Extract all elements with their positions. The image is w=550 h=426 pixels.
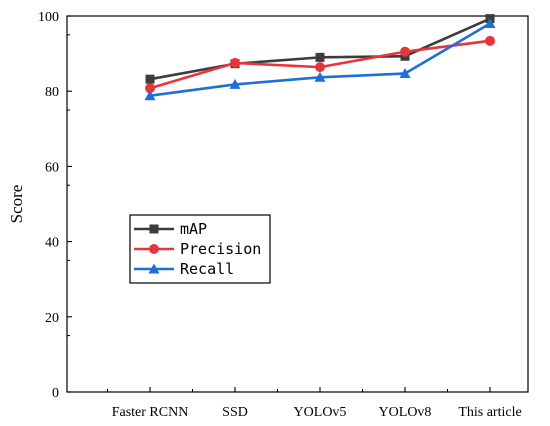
y-tick-label: 80 xyxy=(45,85,59,100)
x-tick-label: This article xyxy=(458,405,521,420)
plot-area-frame xyxy=(66,15,529,393)
precision-point xyxy=(485,35,495,46)
legend-precision-marker xyxy=(149,244,159,254)
y-tick-label: 60 xyxy=(45,160,59,175)
y-tick-label: 0 xyxy=(52,386,59,401)
precision-point xyxy=(230,58,240,68)
x-tick-label: Faster RCNN xyxy=(112,405,189,420)
y-axis-ticks: 0 20 40 60 80 100 xyxy=(38,10,72,401)
x-axis-ticks: Faster RCNN SSD YOLOv5 YOLOv8 This article xyxy=(107,387,522,420)
y-tick-label: 20 xyxy=(45,311,59,326)
series-layer xyxy=(144,14,496,101)
legend-recall-marker xyxy=(148,263,160,274)
y-tick-label: 40 xyxy=(45,236,59,251)
legend-map-label: mAP xyxy=(180,220,207,238)
legend-recall-label: Recall xyxy=(180,260,234,278)
recall-point xyxy=(229,78,241,89)
y-axis-title: Score xyxy=(7,185,26,224)
x-tick-label: YOLOv5 xyxy=(294,405,347,420)
recall-point xyxy=(314,71,326,82)
x-tick-label: SSD xyxy=(222,405,248,420)
legend-precision-label: Precision xyxy=(180,240,261,258)
precision-point xyxy=(315,62,325,73)
recall-point xyxy=(399,68,411,79)
recall-point xyxy=(144,90,156,101)
recall-point xyxy=(484,18,496,29)
x-tick-label: YOLOv8 xyxy=(379,405,432,420)
precision-point xyxy=(400,46,410,57)
map-point xyxy=(315,52,325,62)
precision-point xyxy=(145,83,155,94)
y-tick-label: 100 xyxy=(38,10,59,25)
map-point xyxy=(145,74,155,84)
legend: mAP Precision Recall xyxy=(129,214,271,284)
legend-map-marker xyxy=(149,224,159,234)
